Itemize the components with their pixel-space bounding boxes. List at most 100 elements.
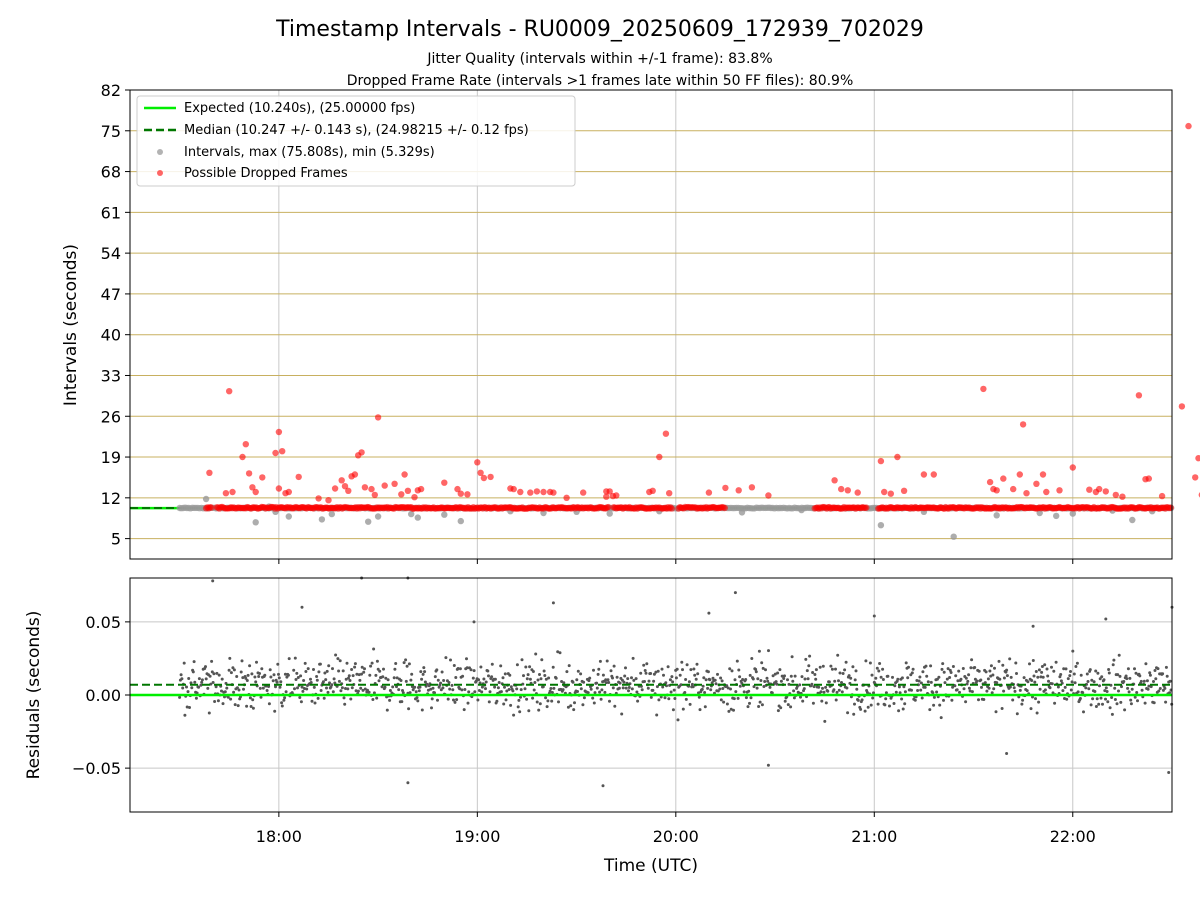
- residual-point: [250, 672, 254, 676]
- dropped-frame-point: [315, 495, 322, 502]
- residual-point: [1059, 673, 1063, 676]
- legend-intervals-label: Intervals, max (75.808s), min (5.329s): [184, 145, 435, 160]
- residual-point: [451, 688, 455, 692]
- residual-point: [180, 677, 184, 681]
- residual-point: [371, 698, 375, 701]
- residual-point: [968, 689, 972, 693]
- residual-point: [236, 704, 240, 708]
- residual-point: [1140, 688, 1144, 692]
- residual-point: [313, 701, 317, 705]
- dropped-frame-point: [605, 503, 612, 511]
- dropped-frame-point: [1096, 485, 1103, 493]
- residual-point: [1163, 686, 1167, 690]
- residual-point: [1005, 668, 1009, 672]
- residual-point: [1001, 663, 1005, 667]
- residual-point: [279, 680, 283, 684]
- residual-point: [746, 705, 750, 709]
- residual-point: [767, 649, 770, 653]
- residual-point: [806, 677, 810, 681]
- residual-point: [756, 677, 760, 681]
- residual-point: [591, 696, 595, 700]
- residual-point: [551, 665, 555, 669]
- residual-point: [676, 718, 680, 722]
- residual-point: [350, 686, 354, 690]
- residual-point: [232, 668, 236, 672]
- dropped-frame-point: [1178, 403, 1186, 410]
- residual-point: [975, 679, 979, 683]
- dropped-frame-point: [1119, 493, 1126, 500]
- residual-point: [286, 673, 290, 677]
- residual-point: [729, 687, 732, 691]
- residual-point: [898, 691, 902, 695]
- residual-point: [331, 690, 335, 694]
- residual-point: [259, 695, 263, 699]
- residual-point: [557, 700, 560, 704]
- residual-point: [884, 691, 888, 695]
- residual-point: [695, 662, 699, 666]
- residual-point: [375, 659, 379, 663]
- residual-point: [1008, 685, 1012, 689]
- residual-point: [1062, 667, 1066, 671]
- residuals-ytick-label: −0.05: [72, 759, 121, 778]
- residual-point: [220, 677, 224, 681]
- dropped-frame-point: [765, 492, 772, 499]
- residual-point: [817, 685, 821, 689]
- residual-point: [760, 661, 764, 665]
- residual-point: [718, 687, 722, 691]
- residual-point: [220, 689, 223, 693]
- residual-point: [431, 686, 435, 690]
- residual-point: [1110, 696, 1114, 699]
- residual-point: [640, 688, 644, 692]
- residual-point: [893, 684, 897, 688]
- residual-point: [1054, 660, 1058, 664]
- residual-point: [233, 703, 237, 707]
- residual-point: [1168, 679, 1172, 683]
- dropped-frame-point: [1145, 475, 1153, 482]
- residual-point: [689, 668, 693, 672]
- residual-point: [1053, 701, 1057, 705]
- residual-point: [1015, 712, 1019, 716]
- residual-point: [652, 679, 656, 683]
- residual-point: [1035, 711, 1039, 715]
- residual-point: [460, 688, 464, 692]
- residual-point: [360, 665, 364, 669]
- residual-point: [345, 661, 349, 665]
- residual-point: [493, 677, 497, 681]
- residual-point: [609, 669, 613, 673]
- residual-point: [923, 685, 927, 689]
- residual-point: [859, 707, 863, 711]
- residual-point: [416, 699, 420, 703]
- residual-point: [1022, 676, 1026, 680]
- dropped-frame-point: [391, 480, 398, 487]
- residual-point: [1099, 696, 1103, 700]
- residual-point: [943, 681, 947, 685]
- residual-point: [662, 673, 665, 677]
- residual-point: [1133, 695, 1137, 699]
- residual-point: [323, 671, 327, 675]
- residual-point: [462, 708, 466, 712]
- residual-point: [1018, 688, 1022, 692]
- interval-point: [1069, 510, 1077, 517]
- residual-point: [244, 676, 248, 680]
- residual-point: [394, 662, 398, 665]
- residual-point: [310, 699, 314, 703]
- residual-point: [902, 685, 906, 689]
- residual-point: [599, 697, 603, 701]
- residual-point: [258, 686, 262, 690]
- residual-point: [818, 665, 822, 669]
- residual-point: [430, 706, 433, 710]
- residual-point: [452, 698, 455, 702]
- residual-point: [1048, 686, 1052, 690]
- dropped-frame-point: [1033, 480, 1040, 487]
- residual-point: [1037, 668, 1041, 672]
- residual-point: [384, 676, 388, 680]
- residual-point: [973, 666, 977, 669]
- residual-point: [1008, 657, 1012, 661]
- residual-point: [655, 685, 659, 689]
- residual-point: [1165, 674, 1169, 678]
- residual-point: [504, 698, 508, 702]
- dropped-frame-point: [580, 489, 587, 496]
- residual-point: [318, 662, 322, 666]
- residual-point: [423, 670, 427, 674]
- residual-point: [509, 685, 513, 689]
